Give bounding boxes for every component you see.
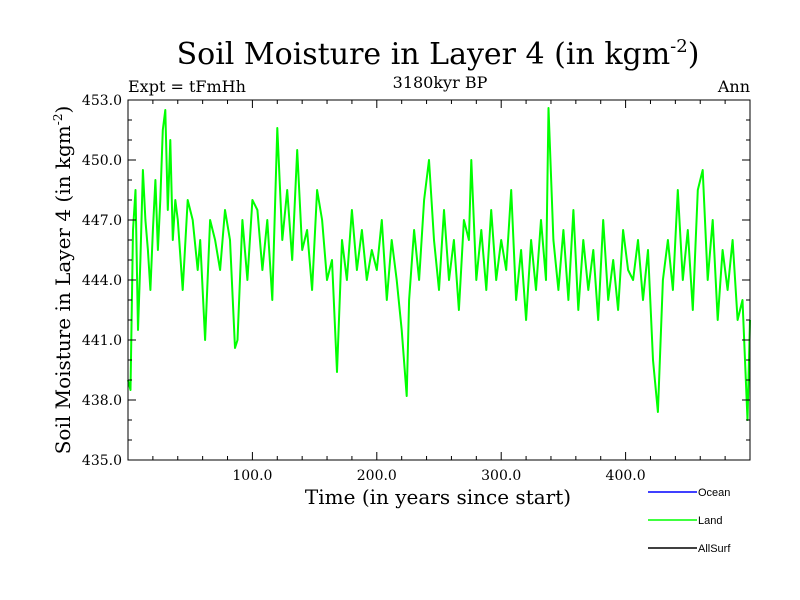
chart-title: Soil Moisture in Layer 4 (in kgm-2)	[177, 36, 700, 72]
legend-label-ocean: Ocean	[698, 487, 730, 499]
y-tick-label: 453.0	[82, 93, 122, 109]
x-tick-label: 400.0	[606, 468, 646, 484]
series-line-land	[127, 107, 751, 421]
legend: Ocean Land AllSurf	[648, 487, 731, 555]
legend-label-allsurf: AllSurf	[698, 543, 731, 555]
chart-subtitle: 3180kyr BP	[393, 73, 488, 92]
plot-frame	[127, 99, 751, 461]
legend-label-land: Land	[698, 515, 722, 527]
y-tick-label: 441.0	[82, 333, 122, 349]
series-layer	[127, 107, 751, 421]
y-axis-label: Soil Moisture in Layer 4 (in kgm-2)	[51, 106, 75, 455]
x-tick-label: 300.0	[481, 468, 521, 484]
x-tick-label: 100.0	[232, 468, 272, 484]
y-tick-label: 444.0	[82, 273, 122, 289]
x-tick-label: 200.0	[357, 468, 397, 484]
experiment-label: Expt = tFmHh	[128, 77, 246, 96]
y-tick-label: 447.0	[82, 213, 122, 229]
y-tick-label: 438.0	[82, 393, 122, 409]
season-label: Ann	[717, 77, 750, 96]
y-tick-label: 450.0	[82, 153, 122, 169]
y-tick-label: 435.0	[82, 453, 122, 469]
x-axis-label: Time (in years since start)	[305, 485, 571, 509]
